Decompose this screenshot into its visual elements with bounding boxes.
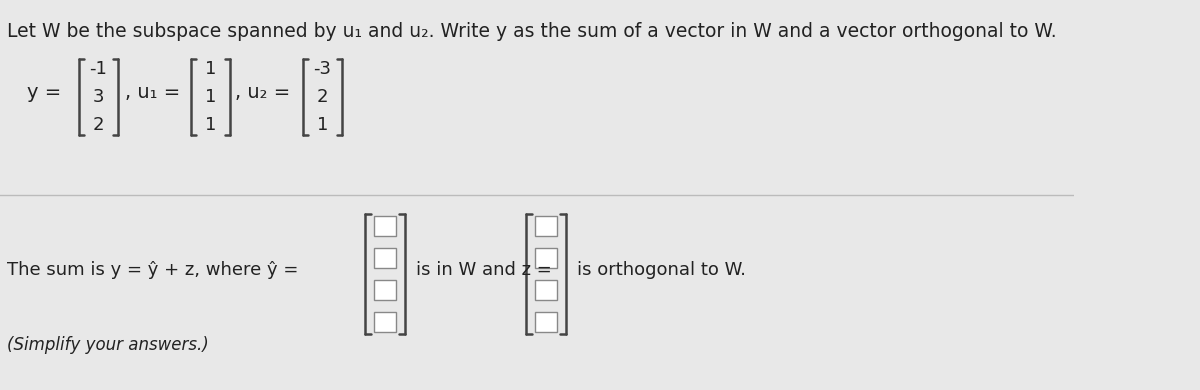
Text: 1: 1 xyxy=(205,88,216,106)
Text: is in W and z =: is in W and z = xyxy=(416,261,552,279)
Text: -1: -1 xyxy=(90,60,108,78)
Text: , u₁ =: , u₁ = xyxy=(125,83,180,103)
Text: -3: -3 xyxy=(313,60,331,78)
FancyBboxPatch shape xyxy=(374,312,396,332)
Text: is orthogonal to W.: is orthogonal to W. xyxy=(577,261,746,279)
Text: 3: 3 xyxy=(92,88,104,106)
Text: 2: 2 xyxy=(92,116,104,134)
Text: , u₂ =: , u₂ = xyxy=(234,83,289,103)
Text: 1: 1 xyxy=(205,60,216,78)
FancyBboxPatch shape xyxy=(374,248,396,268)
FancyBboxPatch shape xyxy=(374,216,396,236)
Text: The sum is y = ŷ + z, where ŷ =: The sum is y = ŷ + z, where ŷ = xyxy=(7,261,299,279)
FancyBboxPatch shape xyxy=(535,216,557,236)
FancyBboxPatch shape xyxy=(535,312,557,332)
Text: 1: 1 xyxy=(317,116,328,134)
Text: Let W be the subspace spanned by u₁ and u₂. Write y as the sum of a vector in W : Let W be the subspace spanned by u₁ and … xyxy=(7,22,1057,41)
Text: 1: 1 xyxy=(205,116,216,134)
FancyBboxPatch shape xyxy=(535,248,557,268)
FancyBboxPatch shape xyxy=(374,280,396,300)
Text: 2: 2 xyxy=(317,88,328,106)
Text: (Simplify your answers.): (Simplify your answers.) xyxy=(7,336,209,354)
FancyBboxPatch shape xyxy=(535,280,557,300)
Text: y =: y = xyxy=(26,83,61,103)
